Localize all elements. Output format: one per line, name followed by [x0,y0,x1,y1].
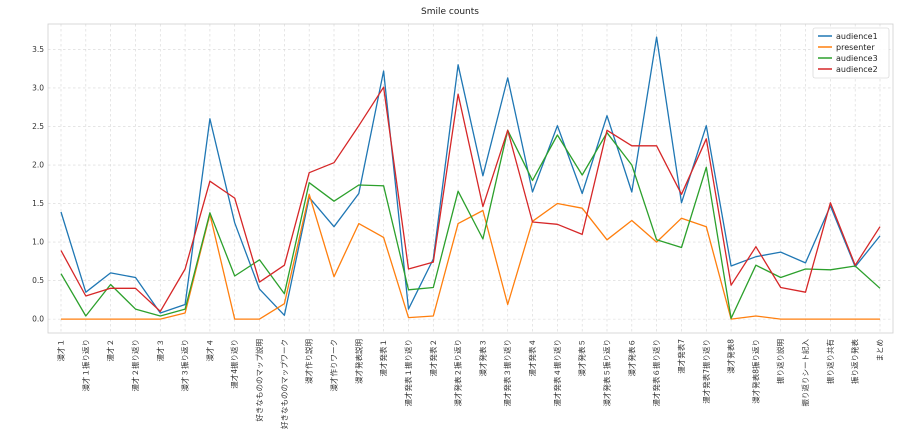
x-tick-label: 漫才発表４ [527,339,537,377]
x-tick-label: 漫才発表２振り返り [453,339,463,407]
x-tick-label: 漫才発表５振り返り [602,339,612,407]
x-tick-label: 好きなもののマップワーク [279,339,289,429]
y-tick-label: 3.0 [32,84,44,93]
legend-label-audience2: audience2 [836,65,878,74]
x-tick-label: 振り返り発表 [850,339,860,384]
x-tick-label: 振り返り共有 [825,339,835,384]
x-tick-label: 漫才発表8 [726,339,736,374]
x-tick-label: 漫才発表６ [626,339,636,377]
x-tick-label: 漫才４ [204,339,214,362]
x-tick-label: 漫才4振り返り [229,339,239,389]
x-tick-label: 漫才作り説明 [304,339,314,384]
x-tick-label: 漫才２振り返り [130,339,140,392]
x-tick-label: 漫才作りワーク [329,339,339,392]
x-tick-label: 漫才発表６振り返り [651,339,661,407]
x-tick-label: 漫才発表３ [477,339,487,377]
plot-frame [47,23,894,334]
y-tick-label: 2.0 [32,161,44,170]
x-tick-label: 漫才発表１ [378,339,388,377]
y-axis-ticks: 0.0 0.5 1.0 1.5 2.0 2.5 3.0 3.5 [32,45,44,324]
x-tick-label: 漫才１振り返り [80,339,90,392]
y-tick-label: 1.5 [32,199,44,208]
x-tick-label: 漫才発表7振り返り [701,339,711,404]
x-tick-label: 漫才発表４振り返り [552,339,562,407]
y-tick-label: 0.0 [32,315,44,324]
grid-layer [48,24,893,333]
x-tick-label: まとめ [876,339,885,362]
legend: audience1 presenter audience3 audience2 [812,27,890,79]
series-line-audience3 [60,129,881,320]
series-line-presenter [61,193,880,320]
legend-box [812,27,890,79]
x-tick-label: 漫才発表３振り返り [502,339,512,407]
y-tick-label: 3.5 [32,45,44,54]
chart-title: Smile counts [421,7,479,17]
x-tick-label: 漫才発表説明 [353,339,363,384]
y-tick-label: 1.0 [32,238,44,247]
y-tick-label: 2.5 [32,122,44,131]
x-tick-label: 漫才発表8振り返り [750,339,760,404]
x-tick-label: 漫才発表５ [577,339,587,377]
legend-label-presenter: presenter [836,43,875,52]
x-tick-label: 漫才３振り返り [180,339,190,392]
x-tick-label: 漫才発表２ [428,339,438,377]
legend-label-audience3: audience3 [836,54,878,63]
series-line-audience2 [60,86,881,313]
x-tick-label: 漫才発表１振り返り [403,339,413,407]
x-tick-label: 振り返り説明 [775,339,785,384]
x-tick-label: 漫才２ [105,339,115,362]
x-tick-label: 漫才発表7 [676,339,686,374]
y-tick-label: 0.5 [32,276,44,285]
x-tick-label: 漫才３ [155,339,165,362]
x-tick-label: 漫才１ [56,339,66,362]
series-layer [60,36,881,320]
x-axis-ticks: 漫才１ 漫才１振り返り 漫才２ 漫才２振り返り 漫才３ 漫才３振り返り 漫才４ 漫才4振り返り… [56,339,885,429]
legend-label-audience1: audience1 [836,32,878,41]
x-tick-label: 振り返りシート記入 [800,339,810,407]
series-line-audience1 [60,36,881,316]
x-tick-label: 好きなもののマップ説明 [254,339,264,422]
